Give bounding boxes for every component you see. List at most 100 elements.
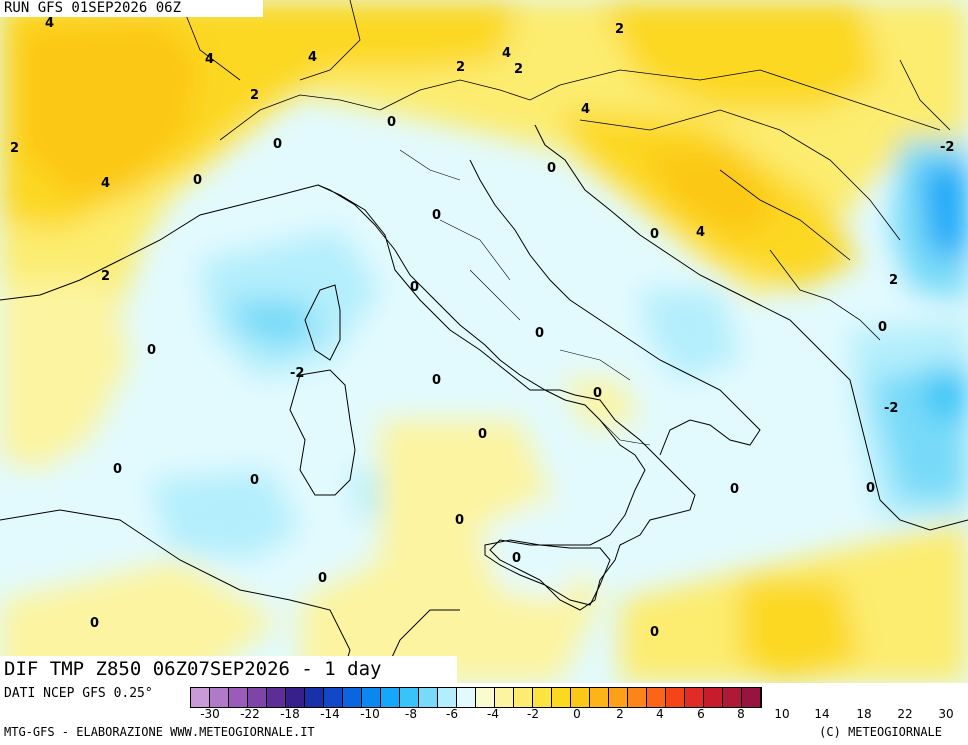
color-swatch <box>267 688 286 707</box>
balkan-coast <box>534 124 881 501</box>
contour-label: 0 <box>455 513 464 528</box>
contour-label: 0 <box>535 326 544 341</box>
color-swatch <box>552 688 571 707</box>
sicily <box>484 539 611 606</box>
contour-label: 0 <box>250 473 259 488</box>
color-swatch <box>210 688 229 707</box>
contour-label: 4 <box>696 225 705 240</box>
sardinia <box>289 369 356 496</box>
color-scale-label: 2 <box>616 707 624 721</box>
color-scale-label: 6 <box>697 707 705 721</box>
contour-label: 0 <box>147 343 156 358</box>
color-swatch <box>685 688 704 707</box>
color-scale-label: -18 <box>280 707 300 721</box>
contour-label: 2 <box>10 141 19 156</box>
contour-label: 2 <box>514 62 523 77</box>
color-scale-label: 22 <box>897 707 913 721</box>
contour-label: 0 <box>547 161 556 176</box>
color-swatch <box>457 688 476 707</box>
color-swatch <box>742 688 761 707</box>
contour-label: 0 <box>410 280 419 295</box>
color-swatch <box>191 688 210 707</box>
contour-label: 0 <box>432 208 441 223</box>
color-swatch <box>609 688 628 707</box>
contour-label: 0 <box>193 173 202 188</box>
contour-label: 0 <box>432 373 441 388</box>
color-swatch <box>362 688 381 707</box>
color-scale-label: 18 <box>856 707 872 721</box>
contour-label: 0 <box>650 227 659 242</box>
contour-label: 2 <box>250 88 259 103</box>
contour-label: 4 <box>308 50 317 65</box>
africa-coast <box>0 509 351 683</box>
color-swatch <box>438 688 457 707</box>
color-scale-label: 0 <box>573 707 581 721</box>
color-scale-label: -10 <box>360 707 380 721</box>
contour-label: -2 <box>290 366 304 381</box>
contour-label: 4 <box>205 52 214 67</box>
footer-credits: MTG-GFS - ELABORAZIONE WWW.METEOGIORNALE… <box>4 725 315 739</box>
color-swatch <box>324 688 343 707</box>
run-title: RUN GFS 01SEP2026 06Z <box>0 0 263 17</box>
contour-label: 4 <box>502 46 511 61</box>
color-swatch <box>248 688 267 707</box>
color-swatch <box>286 688 305 707</box>
color-swatch <box>628 688 647 707</box>
gulf-of-lion-coast <box>0 184 319 301</box>
color-swatch <box>533 688 552 707</box>
color-scale-label: -4 <box>487 707 499 721</box>
contour-label: 4 <box>581 102 590 117</box>
color-swatch <box>419 688 438 707</box>
contour-label: 0 <box>878 320 887 335</box>
alpine-border <box>219 79 561 141</box>
contour-label: 0 <box>730 482 739 497</box>
color-scale-label: -14 <box>320 707 340 721</box>
color-swatch <box>590 688 609 707</box>
contour-label: 2 <box>456 60 465 75</box>
color-scale-label: 30 <box>938 707 954 721</box>
color-swatch <box>514 688 533 707</box>
color-scale-label: 4 <box>656 707 664 721</box>
color-swatch <box>229 688 248 707</box>
color-swatch <box>647 688 666 707</box>
color-scale-label: -2 <box>527 707 539 721</box>
color-scale-label: -22 <box>240 707 260 721</box>
color-swatch <box>400 688 419 707</box>
contour-label: 0 <box>318 571 327 586</box>
color-swatch <box>343 688 362 707</box>
contour-label: 0 <box>113 462 122 477</box>
color-scale-label: -8 <box>405 707 417 721</box>
contour-label: 0 <box>273 137 282 152</box>
contour-label: 0 <box>650 625 659 640</box>
anomaly-field <box>0 0 968 683</box>
color-scale-label: -6 <box>446 707 458 721</box>
footer-copyright: (C) METEOGIORNALE <box>819 725 942 739</box>
color-scale-label: -30 <box>200 707 220 721</box>
color-scale-legend <box>190 687 762 708</box>
greece-coast <box>879 499 968 531</box>
color-swatch <box>381 688 400 707</box>
temperature-anomaly-map: 4 2 4 4 4 2 2 2 0 2 4 0 0 0 -2 4 0 0 4 2… <box>0 0 968 683</box>
contour-label: 0 <box>387 115 396 130</box>
contour-label: -2 <box>940 140 954 155</box>
contour-label: -2 <box>884 401 898 416</box>
color-swatch <box>571 688 590 707</box>
color-swatch <box>476 688 495 707</box>
contour-label: 4 <box>45 16 54 31</box>
contour-label: 0 <box>90 616 99 631</box>
contour-label: 2 <box>889 273 898 288</box>
color-swatch <box>495 688 514 707</box>
contour-label: 0 <box>512 551 521 566</box>
coastlines <box>0 0 968 683</box>
contour-label: 0 <box>478 427 487 442</box>
color-swatch <box>723 688 742 707</box>
color-scale-label: 14 <box>814 707 830 721</box>
italy-coastline <box>317 184 696 611</box>
source-text: DATI NCEP GFS 0.25° <box>4 686 153 701</box>
adriatic-coast <box>469 159 761 456</box>
color-scale-label: 8 <box>737 707 745 721</box>
corsica <box>304 284 341 361</box>
color-scale-label: 10 <box>774 707 790 721</box>
color-swatch <box>305 688 324 707</box>
contour-label: 2 <box>101 269 110 284</box>
